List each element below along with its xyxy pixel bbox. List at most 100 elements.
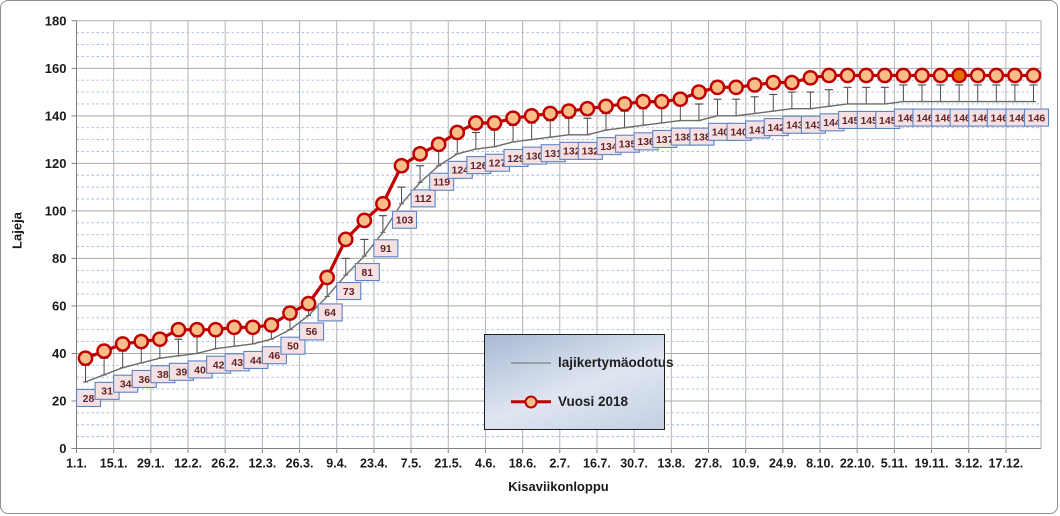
data-point-marker[interactable] xyxy=(988,67,1005,84)
data-point-marker[interactable] xyxy=(858,67,875,84)
data-point-marker[interactable] xyxy=(728,79,744,96)
data-label: 137 xyxy=(652,129,678,149)
data-point-marker[interactable] xyxy=(356,212,373,229)
svg-text:91: 91 xyxy=(380,243,392,255)
svg-text:146: 146 xyxy=(991,112,1009,124)
data-label: 119 xyxy=(429,172,455,191)
data-point-marker[interactable] xyxy=(170,321,187,338)
svg-text:146: 146 xyxy=(898,112,916,124)
data-point-marker[interactable] xyxy=(282,305,298,321)
data-point-marker[interactable] xyxy=(560,103,577,119)
x-tick-label: 4.6. xyxy=(475,457,496,471)
data-point-marker[interactable] xyxy=(152,331,168,348)
y-tick-label: 60 xyxy=(52,298,66,313)
legend-item-expectation[interactable]: lajikertymäodotus xyxy=(511,355,674,370)
data-point-marker[interactable] xyxy=(77,350,94,367)
svg-text:50: 50 xyxy=(287,340,299,352)
data-point-marker[interactable] xyxy=(486,115,503,131)
data-point-marker[interactable] xyxy=(1007,67,1023,84)
data-point-marker[interactable] xyxy=(319,269,335,286)
data-point-marker[interactable] xyxy=(542,105,559,122)
data-point-marker[interactable] xyxy=(691,84,707,100)
data-label: 126 xyxy=(466,156,492,175)
y-tick-label: 0 xyxy=(59,441,66,456)
data-point-marker[interactable] xyxy=(1025,67,1042,84)
data-point-marker[interactable] xyxy=(114,336,131,352)
y-tick-label: 100 xyxy=(45,203,67,218)
svg-text:145: 145 xyxy=(860,115,878,127)
data-point-marker[interactable] xyxy=(784,74,800,91)
data-point-marker[interactable] xyxy=(839,67,856,84)
data-point-marker[interactable] xyxy=(263,317,280,333)
data-point-marker[interactable] xyxy=(914,67,930,84)
svg-text:44: 44 xyxy=(250,355,262,367)
data-point-marker[interactable] xyxy=(635,93,651,110)
legend[interactable]: lajikertymäodotus Vuosi 2018 xyxy=(484,334,674,430)
svg-text:145: 145 xyxy=(879,115,897,127)
data-label: 81 xyxy=(354,262,380,282)
data-point-marker[interactable] xyxy=(746,77,763,93)
data-point-marker[interactable] xyxy=(449,124,466,141)
data-point-marker[interactable] xyxy=(337,231,354,248)
svg-text:127: 127 xyxy=(489,158,507,170)
x-tick-label: 27.8. xyxy=(695,457,723,471)
data-label: 127 xyxy=(484,153,510,172)
data-point-marker[interactable] xyxy=(244,319,261,336)
legend-line-sample-vuosi-2018 xyxy=(511,395,551,409)
data-point-marker[interactable] xyxy=(133,333,150,350)
svg-text:36: 36 xyxy=(138,374,150,386)
data-point-marker[interactable] xyxy=(393,157,410,174)
data-point-marker[interactable] xyxy=(932,67,949,84)
legend-item-vuosi-2018[interactable]: Vuosi 2018 xyxy=(511,394,658,409)
svg-text:146: 146 xyxy=(916,112,934,124)
y-axis-title: Lajeja xyxy=(9,212,25,249)
data-point-marker[interactable] xyxy=(300,295,317,312)
svg-text:28: 28 xyxy=(83,393,95,405)
data-point-marker[interactable] xyxy=(709,79,726,96)
data-point-marker[interactable] xyxy=(430,136,447,153)
data-point-marker[interactable] xyxy=(895,67,912,84)
data-label: 145 xyxy=(856,110,882,130)
data-label: 146 xyxy=(931,108,957,127)
svg-text:145: 145 xyxy=(842,115,860,127)
y-tick-label: 120 xyxy=(45,156,67,171)
svg-text:146: 146 xyxy=(1028,112,1046,124)
x-tick-labels: 1.1. 15.1. 29.1. 12.2. 26.2. 12.3. 26.3. 9.4. 23… xyxy=(66,457,1023,471)
svg-text:34: 34 xyxy=(120,379,132,391)
data-labels: 28 31 34 36 38 39 40 42 43 44 46 50 56 64 73 81 91 103112… xyxy=(75,108,1050,408)
data-point-marker[interactable] xyxy=(579,100,596,117)
axes xyxy=(71,20,1007,453)
svg-text:135: 135 xyxy=(619,139,637,151)
data-point-marker[interactable] xyxy=(653,93,670,110)
data-label: 146 xyxy=(1023,108,1050,127)
data-point-marker[interactable] xyxy=(468,115,484,131)
data-point-marker[interactable] xyxy=(207,321,224,338)
svg-text:143: 143 xyxy=(786,120,804,132)
data-point-marker[interactable] xyxy=(821,67,837,84)
data-point-marker-highlighted[interactable] xyxy=(951,67,967,84)
data-label: 44 xyxy=(243,350,269,370)
x-axis-title: Kisaviikonloppu xyxy=(508,479,609,494)
data-point-marker[interactable] xyxy=(96,343,112,359)
svg-text:103: 103 xyxy=(396,215,414,227)
svg-text:141: 141 xyxy=(749,124,767,136)
data-point-marker[interactable] xyxy=(226,319,243,336)
data-point-marker[interactable] xyxy=(802,69,819,86)
y-tick-label: 180 xyxy=(45,13,67,28)
data-point-marker[interactable] xyxy=(505,110,521,127)
data-point-marker[interactable] xyxy=(672,91,689,108)
data-point-marker[interactable] xyxy=(375,195,391,212)
data-point-marker[interactable] xyxy=(189,321,205,338)
data-point-marker[interactable] xyxy=(598,98,614,115)
data-label: 143 xyxy=(782,115,808,134)
svg-text:46: 46 xyxy=(269,350,281,362)
y-tick-label: 20 xyxy=(52,393,66,408)
svg-text:137: 137 xyxy=(656,134,674,146)
data-point-marker[interactable] xyxy=(412,146,428,162)
data-point-marker[interactable] xyxy=(616,96,633,112)
data-point-marker[interactable] xyxy=(969,67,986,84)
data-point-marker[interactable] xyxy=(876,67,893,84)
data-point-marker[interactable] xyxy=(523,107,540,124)
data-point-marker[interactable] xyxy=(765,74,782,91)
